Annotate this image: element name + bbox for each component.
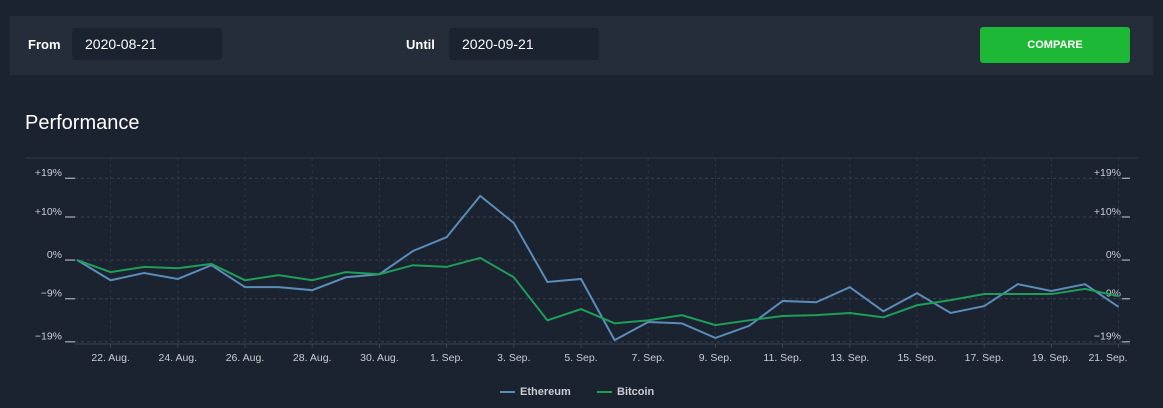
series-line bbox=[76, 194, 1120, 342]
x-tick-label: 19. Sep. bbox=[1032, 352, 1071, 364]
x-tick-label: 15. Sep. bbox=[897, 352, 936, 364]
x-tick-label: 3. Sep. bbox=[497, 352, 530, 364]
x-tick-label: 1. Sep. bbox=[430, 352, 463, 364]
y-tick-label: 0% bbox=[47, 249, 62, 261]
x-tick-label: 11. Sep. bbox=[763, 352, 801, 364]
toolbar: From 2020-08-21 Until 2020-09-21 COMPARE bbox=[10, 16, 1153, 75]
y2-tick-label: +10% bbox=[1094, 206, 1121, 218]
x-tick-label: 28. Aug. bbox=[293, 352, 332, 364]
until-label: Until bbox=[406, 37, 435, 52]
x-tick-label: 7. Sep. bbox=[632, 352, 665, 364]
y2-tick-label: +19% bbox=[1094, 167, 1121, 179]
y2-tick-label: −19% bbox=[1094, 331, 1121, 343]
x-tick-label: 5. Sep. bbox=[564, 352, 597, 364]
y2-tick-label: 0% bbox=[1106, 249, 1121, 261]
x-tick-label: 22. Aug. bbox=[91, 352, 130, 364]
y-tick-label: −9% bbox=[41, 288, 62, 300]
series-line bbox=[76, 256, 1119, 327]
compare-button[interactable]: COMPARE bbox=[980, 27, 1130, 63]
y-tick-label: +19% bbox=[35, 167, 62, 179]
x-tick-label: 21. Sep. bbox=[1088, 352, 1127, 364]
y-tick-label: +10% bbox=[35, 206, 62, 218]
from-label: From bbox=[28, 37, 61, 52]
until-input[interactable]: 2020-09-21 bbox=[449, 28, 599, 60]
x-tick-label: 9. Sep. bbox=[699, 352, 732, 364]
from-input[interactable]: 2020-08-21 bbox=[72, 28, 222, 60]
y-tick-label: −19% bbox=[35, 331, 62, 343]
x-tick-label: 30. Aug. bbox=[360, 352, 399, 364]
legend-label: Ethereum bbox=[520, 386, 571, 398]
x-tick-label: 24. Aug. bbox=[159, 352, 198, 364]
x-tick-label: 17. Sep. bbox=[965, 352, 1004, 364]
x-tick-label: 26. Aug. bbox=[226, 352, 265, 364]
x-tick-label: 13. Sep. bbox=[830, 352, 869, 364]
legend-label: Bitcoin bbox=[617, 386, 655, 398]
chart-title: Performance bbox=[25, 112, 140, 134]
